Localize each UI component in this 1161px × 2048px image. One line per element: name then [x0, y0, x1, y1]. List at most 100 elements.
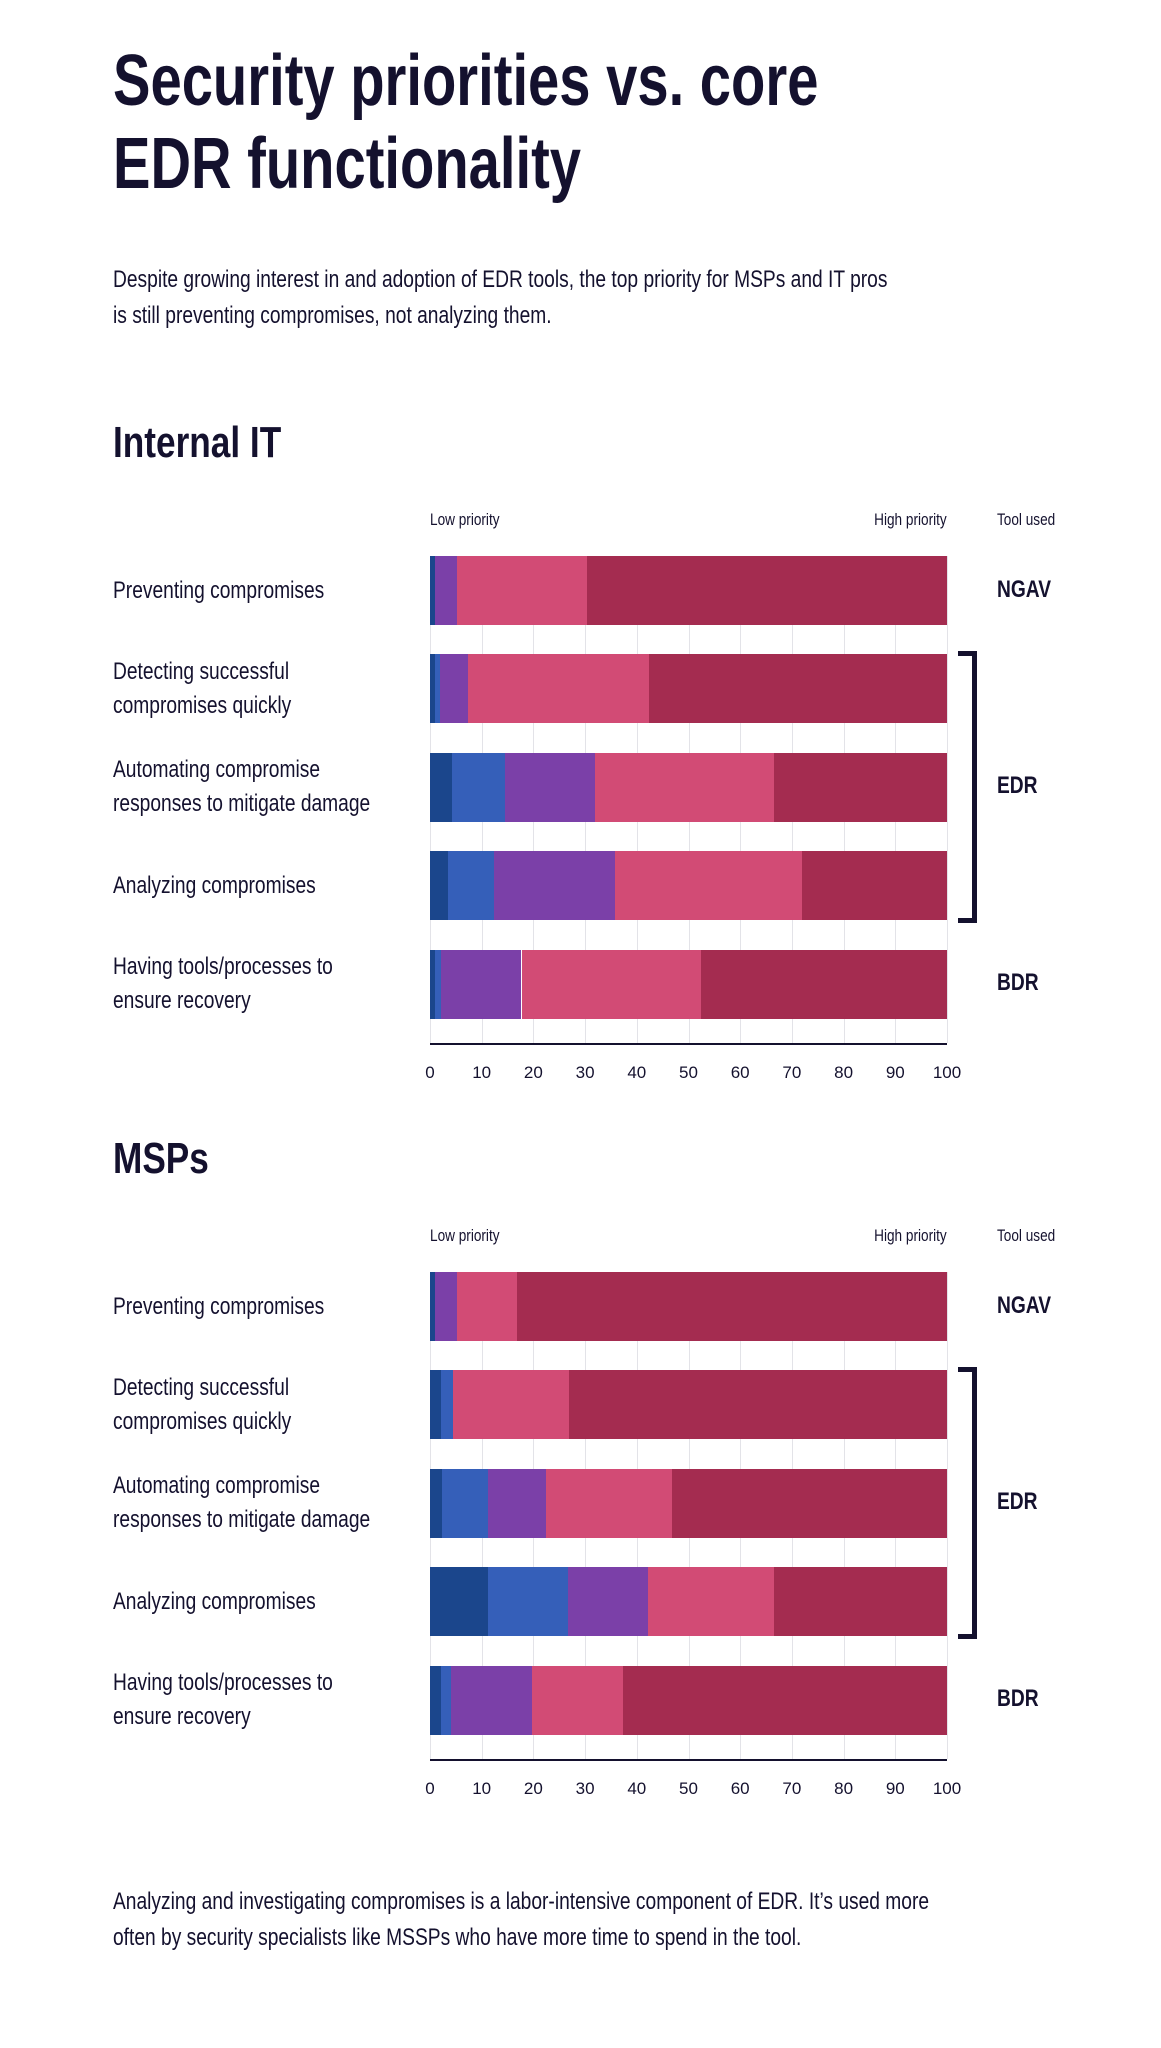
x-tick-label: 50 — [679, 1063, 698, 1082]
bar-segment[interactable] — [586, 556, 947, 625]
high-priority-text: High priority — [874, 510, 947, 529]
bar-segment[interactable] — [457, 556, 587, 625]
x-tick-label: 40 — [627, 1779, 647, 1798]
chart-msps: Low priority High priority Tool used 0 10 20 3… — [0, 1216, 1161, 1816]
bar-segment[interactable] — [430, 556, 436, 625]
row-label: Detecting successful compromises quickly — [113, 1371, 413, 1439]
row-label: Analyzing compromises — [113, 869, 413, 903]
bar-segment[interactable] — [568, 1370, 947, 1440]
row-label: Automating compromise responses to mitiga… — [113, 1469, 413, 1537]
bar-segment[interactable] — [521, 949, 702, 1019]
bar-segment[interactable] — [451, 752, 505, 822]
bar-segment[interactable] — [487, 1468, 546, 1538]
bar-segment[interactable] — [442, 1468, 488, 1538]
title-line: Security priorities vs. core — [113, 41, 819, 121]
footer-note: Analyzing and investigating compromises … — [113, 1884, 1133, 1956]
bar-segment[interactable] — [504, 752, 595, 822]
bar-segment[interactable] — [467, 654, 650, 724]
row-label-line: Having tools/processes to — [113, 1669, 333, 1697]
bar-segment[interactable] — [430, 1370, 441, 1440]
x-tick-label: 0 — [425, 1779, 435, 1798]
bar-segment[interactable] — [430, 752, 452, 822]
bar-segment[interactable] — [430, 1665, 441, 1735]
row-label: Detecting successful compromises quickly — [113, 655, 413, 723]
bar-segment[interactable] — [430, 851, 448, 921]
edr-bracket — [958, 1367, 977, 1640]
bar-segment[interactable] — [623, 1665, 947, 1735]
bar-segment[interactable] — [614, 851, 803, 921]
bar-segment[interactable] — [447, 851, 494, 921]
bar-segment[interactable] — [440, 1370, 453, 1440]
row-label-line: Analyzing compromises — [113, 1587, 316, 1615]
title-line: EDR functionality — [113, 124, 582, 204]
x-tick-label: 10 — [472, 1063, 492, 1082]
bar-segment[interactable] — [430, 1468, 443, 1538]
row-label-line: Analyzing compromises — [113, 871, 316, 899]
tool-label-text: BDR — [997, 969, 1039, 997]
bar-segment[interactable] — [802, 851, 947, 921]
x-tick-label: 100 — [932, 1779, 962, 1798]
x-tick-label: 0 — [425, 1063, 435, 1082]
row-label-line: Detecting successful — [113, 1373, 290, 1401]
tool-used-header: Tool used — [997, 510, 1070, 530]
tool-label: EDR — [997, 1488, 1048, 1516]
bar-segment[interactable] — [773, 752, 947, 822]
bar-segment[interactable] — [773, 1567, 947, 1637]
bar-segment[interactable] — [517, 1272, 947, 1341]
bar-segment[interactable] — [487, 1567, 569, 1637]
low-priority-text: Low priority — [430, 510, 500, 529]
bar-segment[interactable] — [531, 1665, 624, 1735]
bar-segment[interactable] — [457, 1272, 518, 1341]
bar-segment[interactable] — [647, 1567, 774, 1637]
row-label: Having tools/processes to ensure recovery — [113, 950, 413, 1018]
x-tick-label: 20 — [523, 1779, 543, 1798]
row-label-line: Automating compromise — [113, 756, 321, 784]
bar-segment[interactable] — [451, 1665, 532, 1735]
bar-segment[interactable] — [430, 654, 436, 724]
x-tick-label: 100 — [932, 1063, 962, 1082]
row-label-line: responses to mitigate damage — [113, 790, 371, 818]
bar-segment[interactable] — [435, 556, 458, 625]
section-title-internal-it: Internal IT — [113, 418, 282, 467]
low-priority-label: Low priority — [430, 510, 517, 530]
tool-label-text: BDR — [997, 1685, 1039, 1713]
bar-segment[interactable] — [493, 851, 615, 921]
x-tick-label: 60 — [730, 1779, 750, 1798]
bar-segment[interactable] — [440, 949, 522, 1019]
gridline — [947, 556, 948, 1043]
bar-segment[interactable] — [594, 752, 774, 822]
row-label-line: Having tools/processes to — [113, 953, 333, 981]
bar-segment[interactable] — [435, 654, 441, 724]
edr-bracket — [958, 651, 977, 924]
low-priority-text: Low priority — [430, 1226, 500, 1245]
bar-segment[interactable] — [430, 1567, 488, 1637]
bar-segment[interactable] — [545, 1468, 673, 1538]
bar-segment[interactable] — [649, 654, 947, 724]
footer-line: often by security specialists like MSSPs… — [113, 1924, 802, 1951]
bar-segment[interactable] — [435, 1272, 458, 1341]
bar-segment[interactable] — [568, 1567, 648, 1637]
tool-used-text: Tool used — [997, 510, 1056, 529]
chart-internal-it: Low priority High priority Tool used 0 10 20 3… — [0, 500, 1161, 1100]
bar-segment[interactable] — [430, 1272, 436, 1341]
tool-used-header: Tool used — [997, 1226, 1070, 1246]
row-label-line: compromises quickly — [113, 691, 292, 719]
bar-segment[interactable] — [701, 949, 947, 1019]
bar-segment[interactable] — [440, 1665, 452, 1735]
high-priority-label: High priority — [747, 510, 947, 530]
bar-segment[interactable] — [440, 654, 468, 724]
row-label: Analyzing compromises — [113, 1585, 413, 1619]
row-label: Preventing compromises — [113, 1290, 413, 1324]
x-tick-label: 90 — [885, 1779, 905, 1798]
bar-segment[interactable] — [430, 949, 436, 1019]
bar-segment[interactable] — [672, 1468, 947, 1538]
x-tick-label: 90 — [885, 1063, 905, 1082]
x-tick-label: 20 — [523, 1063, 543, 1082]
bar-segment[interactable] — [435, 949, 441, 1019]
bar-segment[interactable] — [452, 1370, 569, 1440]
x-tick-label: 80 — [834, 1063, 854, 1082]
x-tick-label: 70 — [782, 1779, 802, 1798]
tool-label-text: EDR — [997, 772, 1038, 800]
row-label: Preventing compromises — [113, 574, 413, 608]
row-label: Automating compromise responses to mitiga… — [113, 753, 413, 821]
